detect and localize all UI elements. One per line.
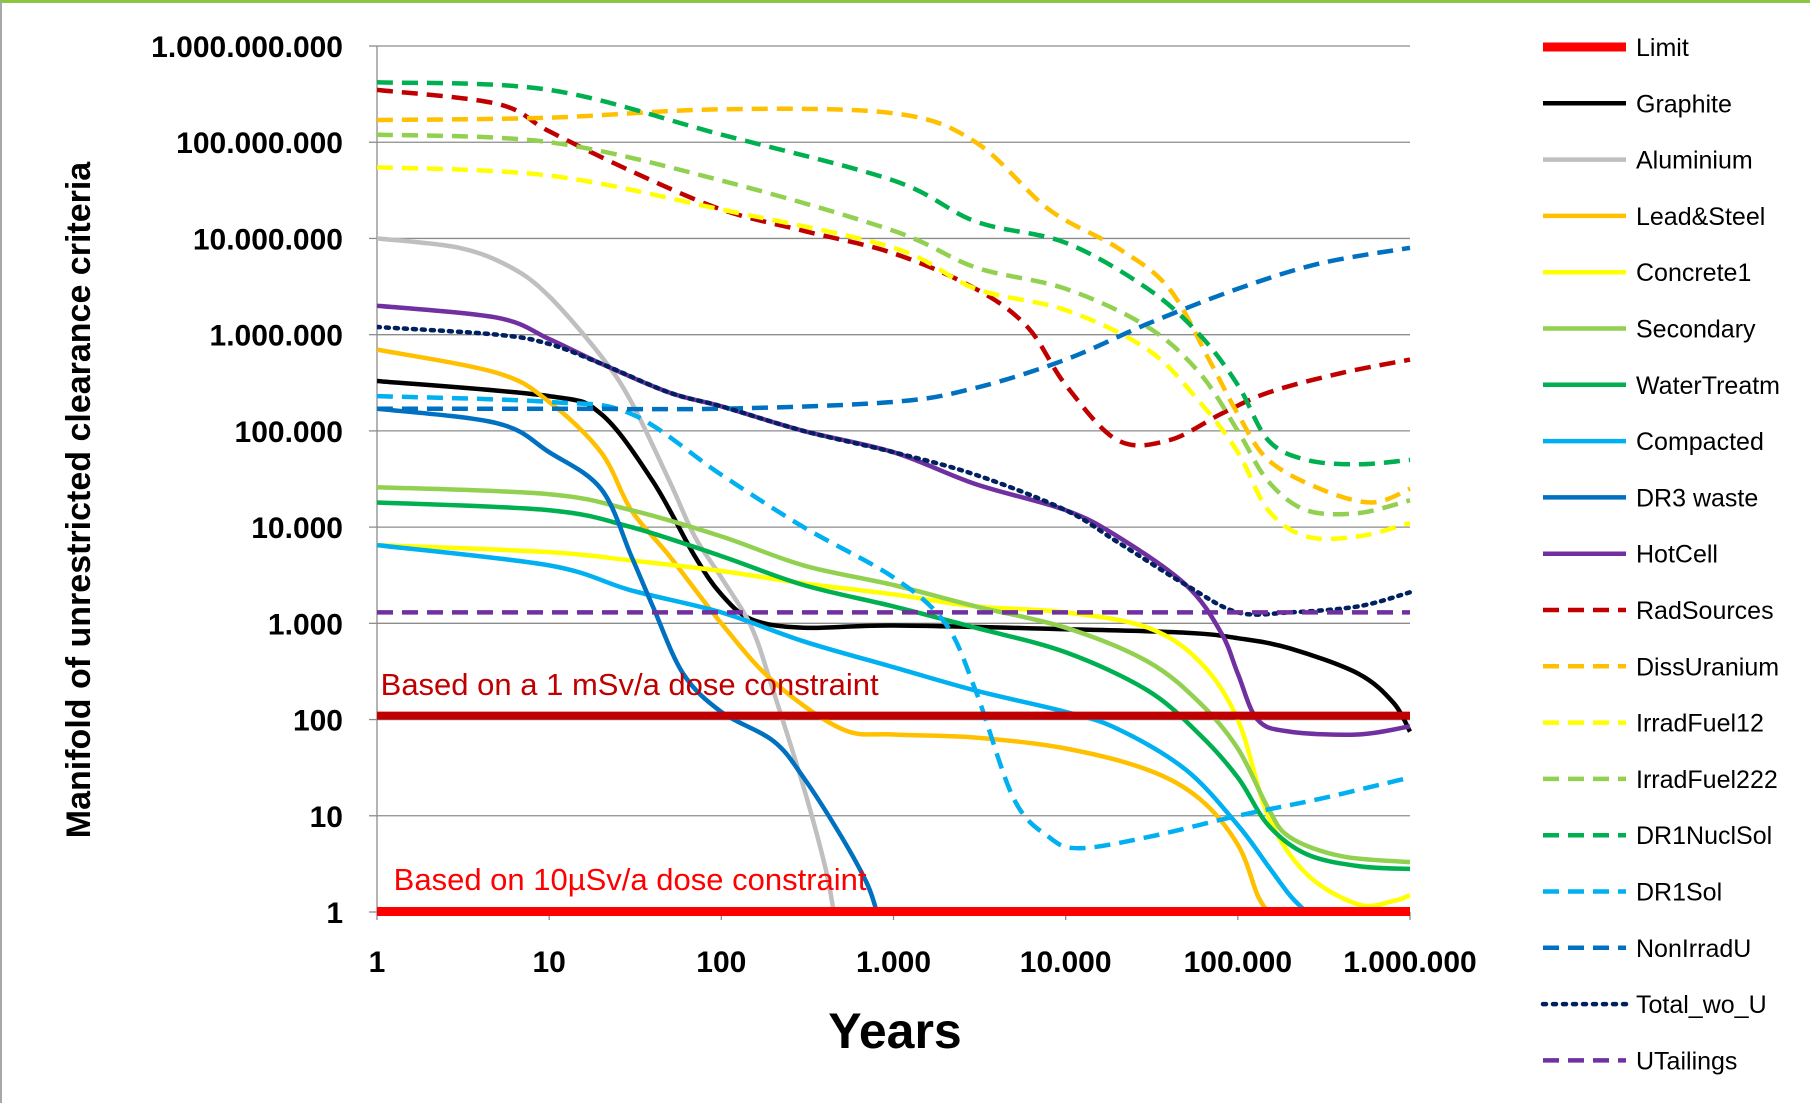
legend-item: RadSources: [1543, 597, 1774, 625]
series-line-watertreatm: [377, 500, 1411, 872]
y-tick-label: 10.000.000: [193, 223, 343, 256]
legend-label: RadSources: [1636, 597, 1774, 625]
legend-label: Compacted: [1636, 428, 1764, 456]
legend-label: Aluminium: [1636, 147, 1753, 175]
series-line-secondary: [377, 484, 1411, 865]
legend-item: IrradFuel222: [1543, 766, 1778, 794]
series-line-lead-steel: [377, 347, 1271, 914]
y-axis-ticks: 1 10 100 1.000 10.000 100.000 1.000.000 10.000.…: [151, 31, 377, 930]
x-tick-label: 1.000.000: [1343, 946, 1476, 979]
series-line-total-wo-u: [377, 324, 1413, 617]
y-axis-title: Manifold of unrestricted clearance crite…: [60, 161, 98, 839]
legend-item: Secondary: [1543, 316, 1756, 344]
series-line-dr1nuclsol: [377, 80, 1411, 467]
legend-item: NonIrradU: [1543, 935, 1751, 963]
series-line-aluminium: [377, 236, 837, 913]
annotations: Based on a 1 mSv/a dose constraint Based …: [377, 667, 1410, 897]
legend-item: Total_wo_U: [1540, 991, 1767, 1019]
series-line-irradfuel12: [377, 164, 1411, 542]
legend-item: Lead&Steel: [1543, 203, 1765, 231]
legend-label: Concrete1: [1636, 259, 1751, 287]
series-lines: [377, 80, 1413, 916]
x-axis-ticks: 1 10 100 1.000 10.000 100.000 1.000.000: [369, 912, 1477, 979]
legend-item: IrradFuel12: [1543, 710, 1764, 738]
y-tick-label: 100: [293, 705, 343, 738]
y-tick-label: 1.000.000.000: [151, 31, 343, 64]
legend-label: Lead&Steel: [1636, 203, 1765, 231]
legend-label: IrradFuel12: [1636, 710, 1764, 738]
series-line-dr1sol: [377, 393, 1411, 851]
legend-item: Aluminium: [1543, 147, 1753, 175]
x-tick-label: 1.000: [856, 946, 931, 979]
series-line-hotcell: [377, 303, 1411, 737]
legend-item: DR1Sol: [1543, 879, 1722, 907]
legend-item: UTailings: [1543, 1047, 1737, 1075]
legend-label: Limit: [1636, 34, 1689, 62]
legend-label: DissUranium: [1636, 653, 1779, 681]
series-line-irradfuel222: [377, 132, 1411, 517]
y-tick-label: 100.000: [235, 416, 343, 449]
legend-label: Total_wo_U: [1636, 991, 1767, 1019]
legend-label: DR1Sol: [1636, 879, 1722, 907]
legend-label: Graphite: [1636, 90, 1732, 118]
legend-item: DR1NuclSol: [1543, 822, 1772, 850]
x-axis-title: Years: [828, 1003, 961, 1059]
legend-label: IrradFuel222: [1636, 766, 1778, 794]
x-tick-label: 100.000: [1184, 946, 1292, 979]
series-line-radsources: [377, 87, 1411, 448]
series-line-dr3-waste: [377, 406, 879, 913]
series-line-graphite: [377, 378, 1412, 733]
legend: Limit Graphite Aluminium Lead&Steel Concrete…: [1540, 34, 1780, 1075]
legend-label: WaterTreatm: [1636, 372, 1780, 400]
legend-item: DissUranium: [1543, 653, 1779, 681]
x-tick-label: 10: [532, 946, 565, 979]
y-tick-label: 1.000.000: [210, 320, 343, 353]
legend-label: DR3 waste: [1636, 484, 1758, 512]
legend-label: Secondary: [1636, 316, 1756, 344]
y-tick-label: 1.000: [268, 608, 343, 641]
legend-item: Graphite: [1543, 90, 1732, 118]
series-line-nonirradu: [377, 245, 1411, 412]
legend-label: DR1NuclSol: [1636, 822, 1772, 850]
legend-item: Compacted: [1543, 428, 1764, 456]
legend-item: Concrete1: [1543, 259, 1751, 287]
legend-item: Limit: [1543, 34, 1689, 62]
x-tick-label: 1: [369, 946, 386, 979]
legend-item: WaterTreatm: [1543, 372, 1780, 400]
legend-item: DR3 waste: [1543, 484, 1758, 512]
series-line-concrete1: [377, 542, 1411, 909]
legend-label: NonIrradU: [1636, 935, 1751, 963]
legend-label: HotCell: [1636, 541, 1718, 569]
legend-item: HotCell: [1543, 541, 1718, 569]
annotation-label: Based on 10µSv/a dose constraint: [394, 862, 867, 897]
x-tick-label: 100: [696, 946, 746, 979]
y-tick-label: 10: [310, 801, 343, 834]
y-tick-label: 100.000.000: [176, 127, 343, 160]
y-tick-label: 1: [326, 897, 343, 930]
x-tick-label: 10.000: [1020, 946, 1112, 979]
legend-label: UTailings: [1636, 1047, 1737, 1075]
series-line-dissuranium: [377, 106, 1411, 505]
annotation-label: Based on a 1 mSv/a dose constraint: [381, 667, 879, 702]
y-tick-label: 10.000: [251, 512, 343, 545]
